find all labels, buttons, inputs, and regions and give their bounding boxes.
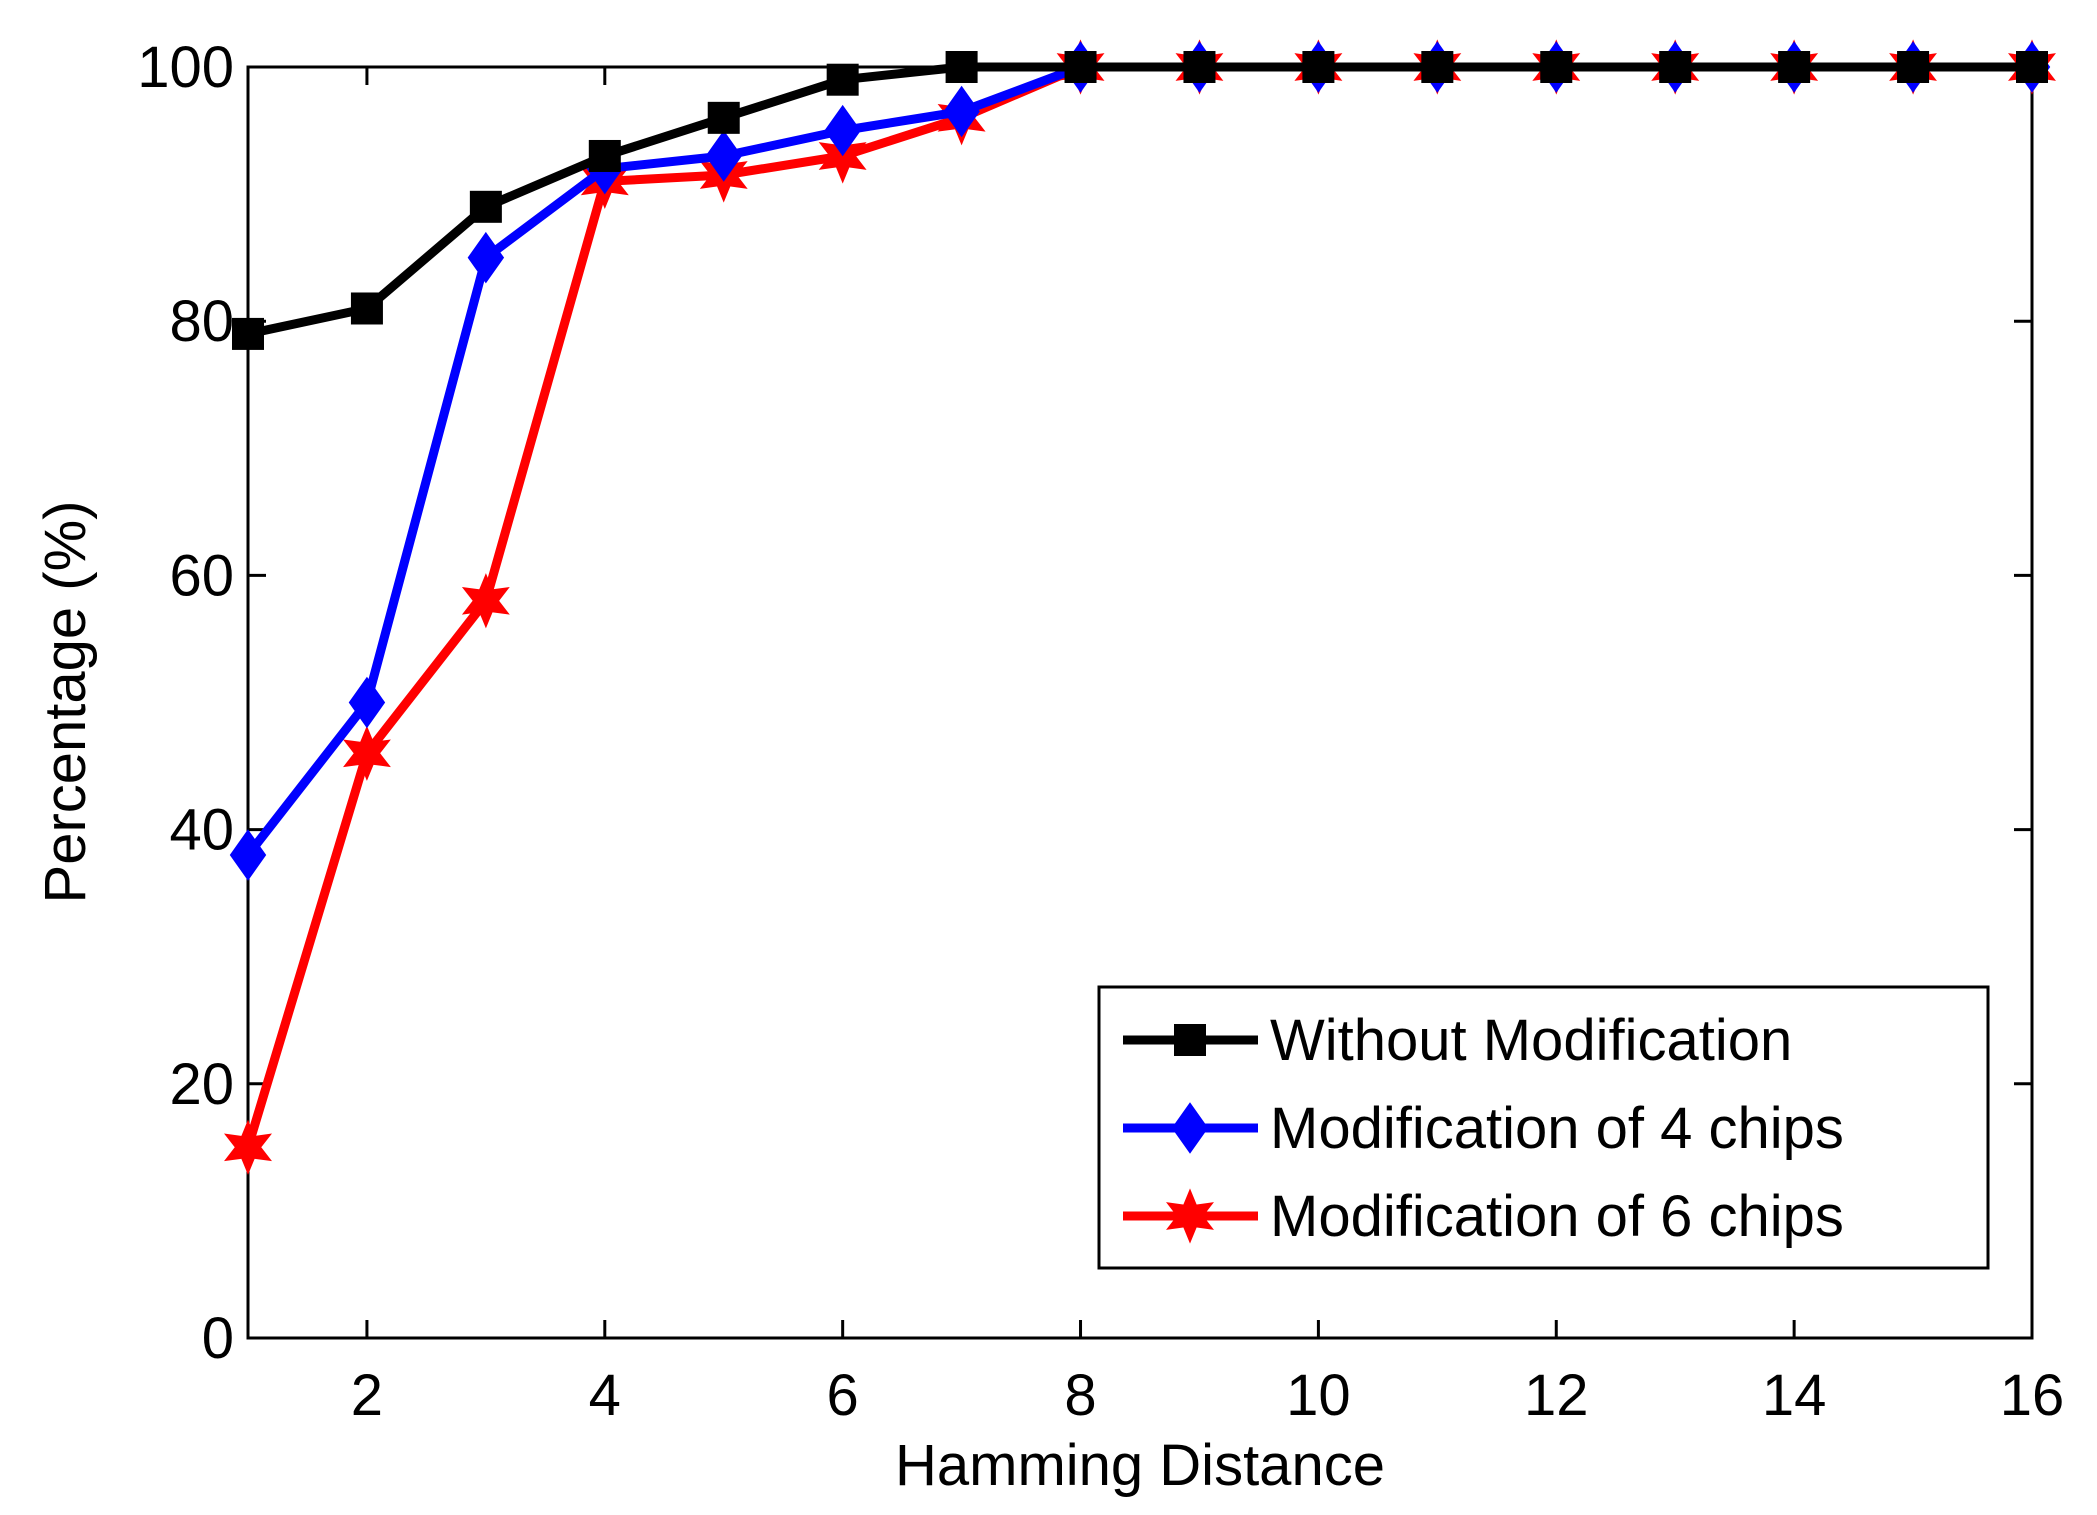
y-tick-label-40: 40: [169, 798, 234, 863]
data-point-0-1: [232, 317, 264, 350]
legend-marker-0: [1174, 1024, 1206, 1056]
data-series: [224, 39, 2056, 1175]
data-point-0-8: [1064, 51, 1097, 83]
x-tick-label-4: 4: [589, 1363, 621, 1428]
series-0: [232, 51, 2048, 350]
y-tick-label-0: 0: [202, 1306, 234, 1371]
x-tick-label-6: 6: [827, 1363, 859, 1428]
data-point-0-10: [1302, 51, 1335, 83]
x-tick-label-16: 16: [2000, 1363, 2065, 1428]
data-point-1-7: [943, 85, 980, 138]
data-point-0-5: [707, 101, 740, 134]
data-point-1-2: [348, 676, 386, 729]
data-point-0-12: [1540, 51, 1573, 83]
legend-label-2: Modification of 6 chips: [1270, 1184, 1844, 1249]
data-point-1-5: [705, 130, 742, 182]
legend-marker-1: [1171, 1102, 1209, 1154]
x-tick-label-2: 2: [351, 1363, 383, 1428]
legend-marker-2: [1166, 1188, 1214, 1244]
data-point-0-9: [1183, 51, 1216, 83]
data-point-1-3: [467, 231, 505, 284]
data-point-0-13: [1659, 51, 1692, 83]
x-tick-label-10: 10: [1286, 1363, 1351, 1428]
x-tick-label-12: 12: [1524, 1363, 1589, 1428]
axis-tick-labels: 2 4 6 8 10 12 14 16 0 20 40 60 80 100: [137, 35, 2064, 1428]
data-point-0-7: [945, 51, 978, 83]
legend: Without Modification Modification of 4 ch…: [1097, 985, 1990, 1270]
legend-label-0: Without Modification: [1270, 1008, 1792, 1073]
y-tick-label-80: 80: [169, 289, 234, 354]
series-line-0: [247, 62, 2032, 339]
data-point-1-1: [229, 829, 267, 881]
x-tick-label-14: 14: [1762, 1363, 1827, 1428]
data-point-2-3: [461, 573, 510, 629]
data-point-0-16: [2016, 51, 2048, 83]
legend-label-1: Modification of 4 chips: [1270, 1096, 1844, 1161]
data-point-0-6: [826, 63, 859, 96]
data-point-2-1: [224, 1119, 272, 1175]
data-point-2-2: [343, 725, 391, 781]
data-point-0-14: [1778, 51, 1811, 83]
data-point-1-6: [824, 104, 861, 157]
data-point-0-2: [350, 292, 383, 325]
y-axis-title: Percentage (%): [33, 501, 98, 904]
data-point-0-11: [1421, 51, 1454, 83]
x-tick-label-8: 8: [1064, 1363, 1096, 1428]
y-tick-label-20: 20: [169, 1052, 234, 1117]
data-point-0-4: [588, 139, 621, 172]
data-point-0-3: [469, 190, 502, 223]
data-point-0-15: [1897, 51, 1930, 83]
y-tick-label-100: 100: [137, 35, 234, 100]
x-axis-title: Hamming Distance: [895, 1433, 1385, 1498]
y-tick-label-60: 60: [169, 543, 234, 608]
